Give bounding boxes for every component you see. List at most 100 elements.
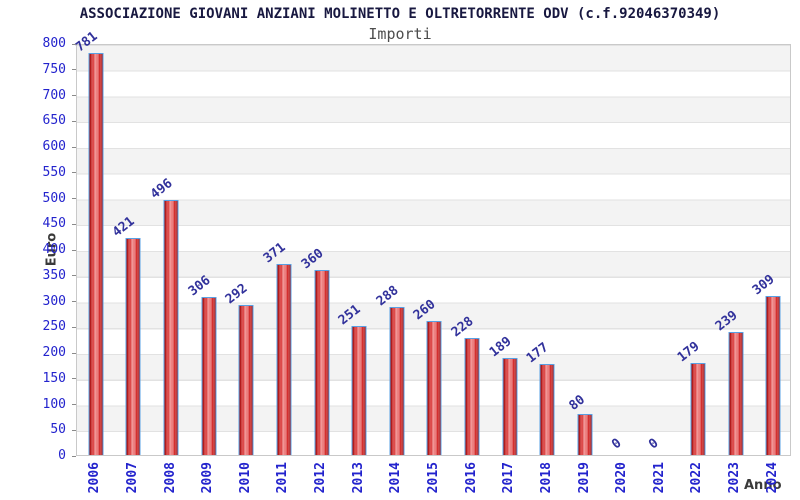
- y-tick-label: 300: [42, 293, 66, 309]
- bar-2019: [577, 414, 593, 455]
- bar-value-label: 421: [110, 213, 138, 241]
- bar-2012: [314, 270, 330, 455]
- bar-value-label: 309: [749, 271, 778, 299]
- x-tick-label-text: 2020: [614, 462, 630, 494]
- bar-slot: 292: [223, 45, 266, 455]
- bar-2013: [351, 326, 367, 455]
- y-tick-mark: [72, 69, 76, 71]
- y-tick-mark: [72, 146, 76, 148]
- x-tick-label-text: 2014: [388, 462, 404, 494]
- x-tick-label: 2012: [302, 462, 340, 500]
- bar-value-label: 292: [223, 280, 251, 308]
- y-tick-mark: [72, 95, 76, 96]
- x-tick-label-text: 2012: [313, 462, 329, 494]
- bar-value-label: 251: [336, 301, 364, 329]
- bar-2022: [690, 363, 706, 455]
- bar-slot: 0: [641, 45, 679, 455]
- bar-value-label: 80: [566, 392, 589, 414]
- chart-title: ASSOCIAZIONE GIOVANI ANZIANI MOLINETTO E…: [79, 6, 721, 22]
- bar-2009: [201, 297, 217, 455]
- bar-slot: 177: [524, 45, 567, 455]
- bar-2015: [426, 321, 442, 455]
- y-tick-mark: [72, 198, 76, 199]
- x-tick-label-text: 2010: [237, 462, 253, 494]
- y-tick-mark: [72, 275, 76, 277]
- y-tick-mark: [72, 43, 76, 45]
- y-tick-mark: [72, 455, 76, 457]
- bar-2006: [88, 53, 104, 455]
- bar-slot: 309: [750, 45, 792, 455]
- bar-value-label: 179: [674, 338, 703, 366]
- bar-value-label: 0: [646, 435, 662, 453]
- bar-slot: 80: [566, 45, 604, 455]
- x-tick-label: 2014: [377, 462, 415, 500]
- bar-2023: [728, 332, 744, 455]
- x-tick-label: 2013: [339, 462, 377, 500]
- y-tick-label: 0: [58, 448, 66, 463]
- y-tick-mark: [72, 223, 76, 225]
- y-tick-mark: [72, 378, 76, 380]
- bar-slot: 781: [73, 29, 115, 455]
- x-tick-label-text: 2024: [764, 462, 780, 494]
- bar-value-label: 177: [524, 339, 552, 367]
- y-tick-label: 100: [42, 396, 66, 412]
- bar-2007: [125, 238, 141, 455]
- y-tick-mark: [72, 120, 76, 122]
- bar-2010: [238, 305, 254, 455]
- bar-slot: 306: [186, 45, 228, 455]
- x-tick-label: 2024: [753, 462, 791, 500]
- x-tick-label-text: 2013: [350, 462, 366, 494]
- x-tick-label-text: 2008: [162, 462, 178, 494]
- x-tick-label-text: 2023: [727, 462, 743, 494]
- y-tick-mark: [72, 301, 76, 302]
- bar-slot: 189: [487, 45, 529, 455]
- x-tick-label: 2015: [415, 462, 453, 500]
- bar-2011: [276, 264, 292, 455]
- bar-slot: 260: [411, 45, 454, 455]
- bar-slot: 371: [261, 45, 303, 455]
- y-tick-label: 400: [42, 242, 66, 257]
- x-tick-label-text: 2019: [576, 462, 592, 494]
- x-tick-label: 2006: [76, 462, 114, 500]
- bar-slot: 251: [336, 45, 378, 455]
- plot-area: 781 421 496 306 292 371 360 251 288 260 228 189 177 8…: [73, 29, 792, 456]
- bar-value-label: 360: [298, 245, 327, 273]
- y-tick-mark: [72, 172, 76, 174]
- y-tick-label: 600: [42, 139, 66, 154]
- bar-value-label: 0: [608, 435, 625, 453]
- y-tick-label: 500: [42, 190, 66, 206]
- bar-2014: [389, 307, 405, 455]
- bar-2016: [464, 338, 480, 455]
- x-tick-label-text: 2015: [425, 462, 441, 494]
- x-tick-label-text: 2007: [124, 462, 140, 494]
- x-tick-label-text: 2016: [463, 462, 479, 494]
- y-tick-label: 550: [42, 164, 66, 180]
- x-tick-label: 2010: [227, 462, 265, 500]
- bar-value-label: 496: [147, 175, 176, 203]
- bar-value-label: 288: [373, 282, 402, 310]
- bar-value-label: 260: [411, 296, 440, 324]
- bar-2017: [502, 358, 518, 455]
- x-tick-label: 2008: [151, 462, 189, 500]
- y-tick-label: 200: [42, 345, 66, 360]
- bar-value-label: 371: [260, 239, 289, 267]
- bar-slot: 496: [148, 45, 190, 455]
- bar-slot: 228: [449, 45, 491, 455]
- x-tick-label-text: 2021: [651, 462, 667, 494]
- x-tick-label-text: 2009: [200, 462, 216, 494]
- y-tick-mark: [72, 326, 76, 328]
- bar-slot: 0: [604, 45, 642, 455]
- y-tick-label: 50: [50, 422, 66, 438]
- x-tick-label-text: 2018: [538, 462, 554, 494]
- y-tick-mark: [72, 249, 76, 251]
- y-tick-label: 650: [42, 113, 66, 129]
- bar-slot: 239: [712, 45, 755, 455]
- y-tick-label: 450: [42, 216, 66, 232]
- x-tick-label: 2019: [565, 462, 603, 500]
- x-tick-label: 2007: [114, 462, 152, 500]
- x-tick-label-text: 2017: [501, 462, 517, 494]
- bar-2024: [765, 296, 781, 455]
- x-tick-label: 2022: [678, 462, 716, 500]
- y-tick-label: 800: [42, 36, 66, 51]
